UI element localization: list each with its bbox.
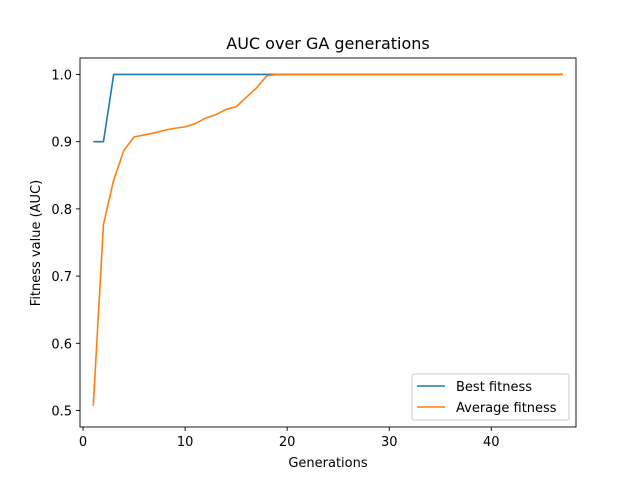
x-tick-label-4: 40 xyxy=(483,435,500,450)
x-tick-label-0: 0 xyxy=(79,435,87,450)
legend-box xyxy=(411,373,570,421)
y-tick-label-5: 1.0 xyxy=(51,68,72,83)
y-tick-label-0: 0.5 xyxy=(51,405,72,420)
plot-frame xyxy=(79,57,577,428)
plot-area: 0 10 20 30 40 0.5 0.6 0.7 0.8 0.9 1.0 xyxy=(51,57,577,450)
series-line-1 xyxy=(92,73,563,406)
legend-label-0: Best fitness xyxy=(456,380,532,395)
x-tick-label-1: 10 xyxy=(177,435,194,450)
x-axis-label: Generations xyxy=(288,456,368,471)
y-tick-label-1: 0.6 xyxy=(51,337,72,352)
legend-label-1: Average fitness xyxy=(456,401,557,416)
y-tick-label-2: 0.7 xyxy=(51,270,72,285)
legend: Best fitness Average fitness xyxy=(411,373,570,421)
y-tick-label-4: 0.9 xyxy=(51,136,72,151)
y-tick-label-3: 0.8 xyxy=(51,203,72,218)
chart-title: AUC over GA generations xyxy=(226,34,429,53)
x-tick-label-2: 20 xyxy=(279,435,296,450)
y-axis-label: Fitness value (AUC) xyxy=(29,180,44,306)
x-tick-label-3: 30 xyxy=(381,435,398,450)
